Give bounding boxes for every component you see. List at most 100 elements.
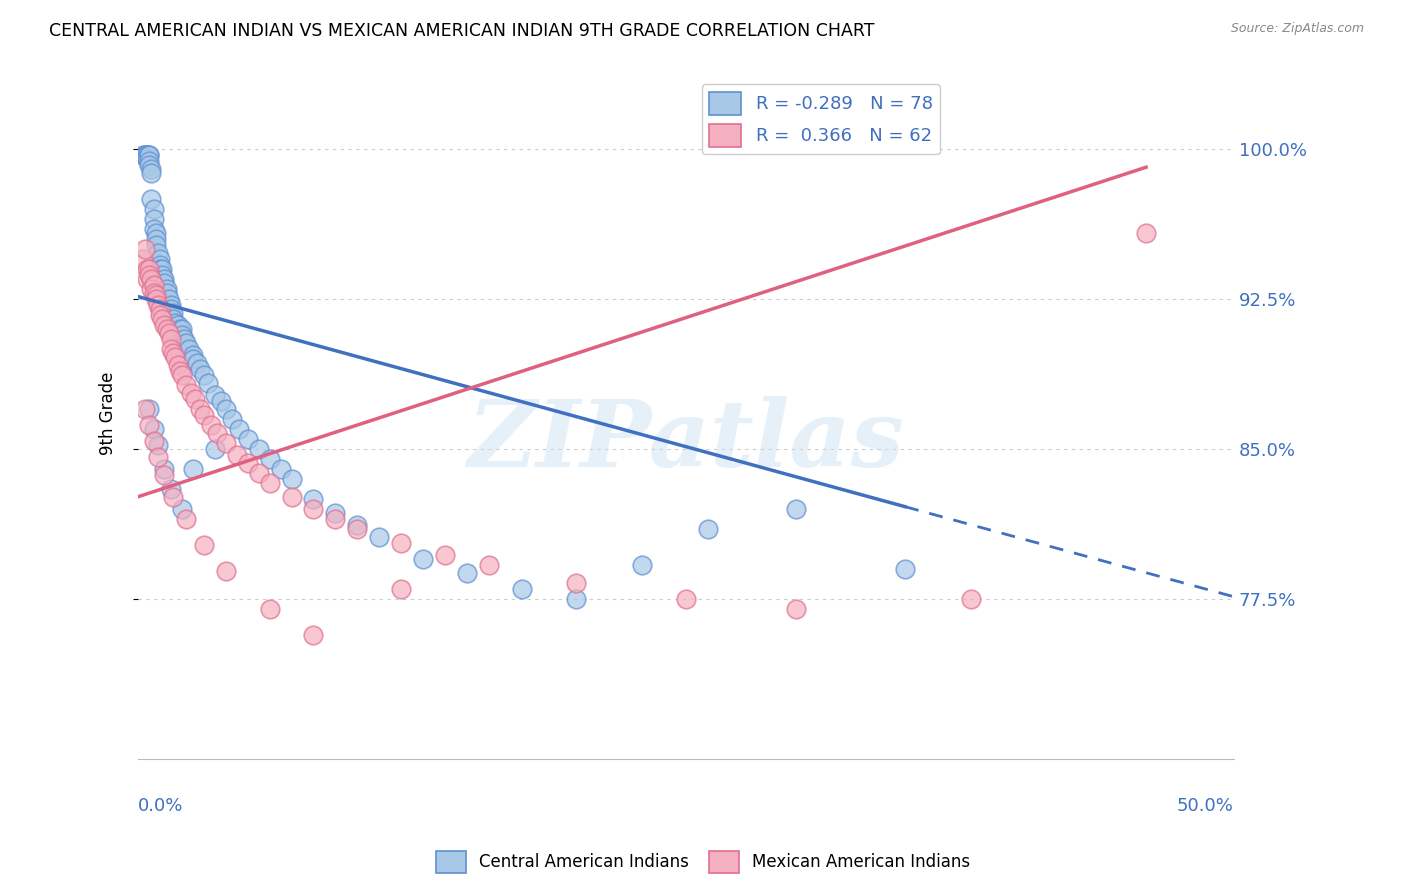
- Point: [631, 558, 654, 572]
- Point: [142, 422, 165, 436]
- Point: [153, 318, 176, 332]
- Point: [165, 350, 187, 364]
- Point: [146, 245, 169, 260]
- Point: [259, 475, 281, 490]
- Text: Source: ZipAtlas.com: Source: ZipAtlas.com: [1230, 22, 1364, 36]
- Point: [153, 276, 176, 290]
- Point: [145, 237, 167, 252]
- Point: [389, 582, 412, 596]
- Point: [134, 147, 156, 161]
- Point: [280, 472, 302, 486]
- Point: [160, 332, 183, 346]
- Point: [412, 551, 434, 566]
- Point: [215, 435, 238, 450]
- Point: [160, 301, 183, 316]
- Point: [136, 261, 159, 276]
- Point: [156, 282, 179, 296]
- Point: [302, 628, 325, 642]
- Point: [176, 335, 198, 350]
- Point: [142, 434, 165, 448]
- Point: [149, 252, 172, 266]
- Point: [138, 147, 160, 161]
- Point: [149, 301, 172, 316]
- Text: 50.0%: 50.0%: [1177, 797, 1234, 814]
- Point: [145, 292, 167, 306]
- Point: [215, 401, 238, 416]
- Point: [173, 332, 195, 346]
- Point: [165, 316, 187, 330]
- Point: [156, 321, 179, 335]
- Point: [176, 377, 198, 392]
- Point: [228, 422, 250, 436]
- Point: [141, 282, 163, 296]
- Point: [259, 601, 281, 615]
- Point: [193, 408, 215, 422]
- Point: [368, 530, 391, 544]
- Point: [149, 258, 172, 272]
- Point: [136, 147, 159, 161]
- Point: [193, 368, 215, 382]
- Point: [389, 535, 412, 549]
- Point: [145, 287, 167, 301]
- Point: [1135, 226, 1157, 240]
- Point: [150, 311, 173, 326]
- Point: [149, 261, 172, 276]
- Point: [160, 482, 183, 496]
- Point: [478, 558, 501, 572]
- Point: [141, 192, 163, 206]
- Point: [142, 277, 165, 292]
- Point: [142, 211, 165, 226]
- Point: [675, 591, 697, 606]
- Point: [138, 417, 160, 432]
- Point: [221, 411, 243, 425]
- Point: [138, 261, 160, 276]
- Point: [247, 442, 270, 456]
- Point: [134, 242, 156, 256]
- Point: [170, 327, 193, 342]
- Point: [894, 562, 917, 576]
- Point: [149, 308, 172, 322]
- Point: [136, 147, 159, 161]
- Point: [142, 221, 165, 235]
- Point: [184, 392, 207, 406]
- Point: [162, 305, 184, 319]
- Point: [181, 348, 204, 362]
- Point: [162, 311, 184, 326]
- Point: [134, 147, 156, 161]
- Point: [188, 401, 211, 416]
- Point: [153, 271, 176, 285]
- Point: [150, 268, 173, 282]
- Point: [510, 582, 533, 596]
- Point: [325, 506, 347, 520]
- Point: [215, 564, 238, 578]
- Point: [142, 202, 165, 216]
- Point: [138, 147, 160, 161]
- Point: [153, 467, 176, 482]
- Point: [236, 432, 259, 446]
- Point: [225, 448, 247, 462]
- Point: [565, 591, 588, 606]
- Text: ZIPatlas: ZIPatlas: [467, 396, 904, 486]
- Legend: R = -0.289   N = 78, R =  0.366   N = 62: R = -0.289 N = 78, R = 0.366 N = 62: [702, 85, 939, 154]
- Point: [145, 231, 167, 245]
- Legend: Central American Indians, Mexican American Indians: Central American Indians, Mexican Americ…: [429, 845, 977, 880]
- Point: [166, 318, 188, 332]
- Point: [302, 491, 325, 506]
- Point: [141, 161, 163, 176]
- Point: [176, 511, 198, 525]
- Point: [197, 376, 219, 390]
- Point: [157, 292, 180, 306]
- Point: [959, 591, 981, 606]
- Point: [169, 364, 191, 378]
- Point: [346, 517, 368, 532]
- Point: [236, 456, 259, 470]
- Point: [146, 297, 169, 311]
- Point: [136, 271, 159, 285]
- Point: [131, 147, 153, 161]
- Point: [270, 461, 292, 475]
- Point: [170, 368, 193, 382]
- Point: [138, 153, 160, 168]
- Point: [131, 252, 153, 266]
- Point: [181, 351, 204, 366]
- Point: [186, 356, 208, 370]
